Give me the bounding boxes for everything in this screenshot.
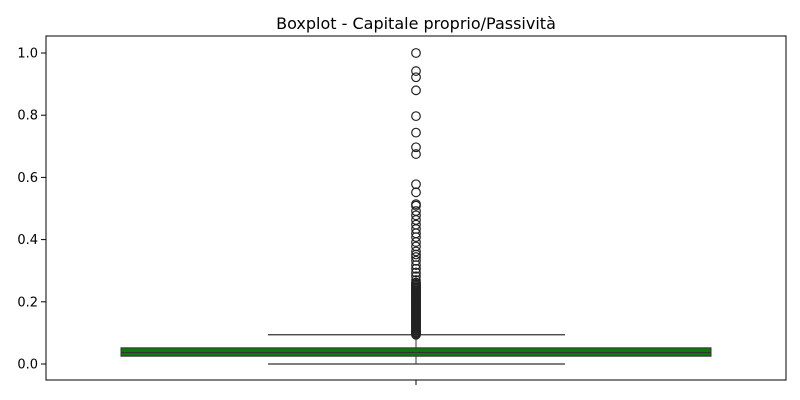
outlier-point <box>411 249 421 260</box>
chart-title: Boxplot - Capitale proprio/Passività <box>276 14 556 33</box>
outlier-point <box>411 179 421 190</box>
y-tick-label: 0.8 <box>17 109 38 124</box>
outlier-point <box>411 72 421 83</box>
y-tick-label: 0.2 <box>17 295 38 310</box>
outlier-point <box>411 149 421 159</box>
outlier-point <box>411 278 421 289</box>
outlier-points <box>411 48 421 340</box>
outlier-point <box>411 85 421 96</box>
outlier-point <box>411 200 421 211</box>
outlier-point <box>411 267 421 278</box>
y-axis: 0.0 0.2 0.4 0.6 0.8 1.0 <box>17 47 46 373</box>
outlier-point <box>411 260 421 271</box>
outlier-point <box>411 187 421 198</box>
outlier-point <box>411 111 421 122</box>
outlier-point <box>411 246 421 257</box>
y-tick-label: 1.0 <box>17 47 38 62</box>
box-plot <box>120 334 712 365</box>
outlier-point <box>411 263 421 274</box>
outlier-point <box>411 142 421 153</box>
outlier-point <box>411 48 421 58</box>
outlier-point <box>411 237 421 247</box>
outlier-point <box>411 232 421 243</box>
outlier-point <box>411 210 421 221</box>
outlier-point <box>411 66 421 76</box>
y-tick-label: 0.0 <box>17 358 38 373</box>
outlier-point <box>411 127 421 138</box>
y-tick-label: 0.4 <box>17 233 38 248</box>
y-tick-label: 0.6 <box>17 171 38 186</box>
